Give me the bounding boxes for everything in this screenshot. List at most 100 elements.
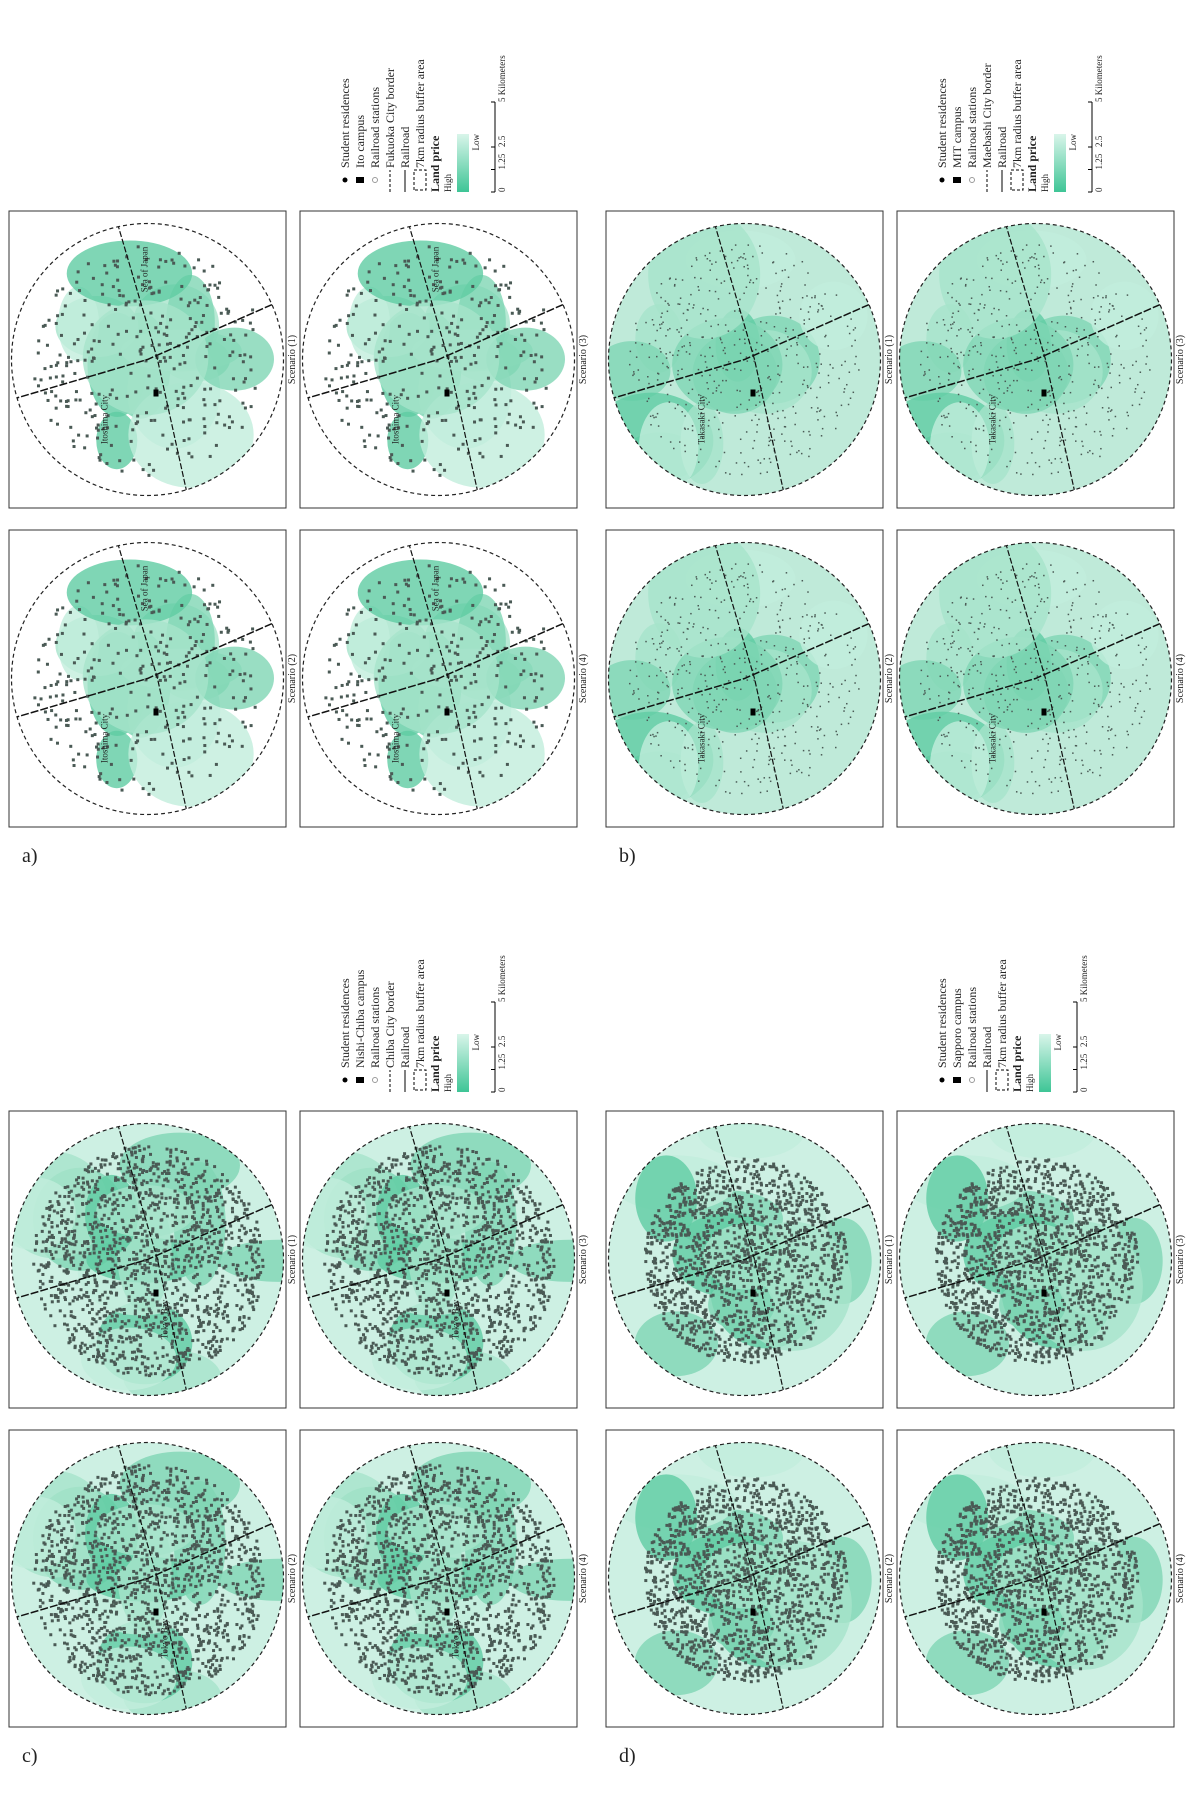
residence [87, 1600, 90, 1603]
residence [648, 398, 650, 400]
residence [817, 407, 819, 409]
residence [243, 700, 246, 703]
residence [1070, 308, 1072, 310]
residence [99, 1549, 102, 1552]
residence [399, 303, 402, 306]
residence [381, 711, 384, 714]
residence [91, 1498, 94, 1501]
residence [364, 445, 367, 448]
residence [111, 1251, 114, 1254]
residence [234, 1505, 237, 1508]
residence [968, 622, 970, 624]
residence [450, 679, 453, 682]
residence [91, 1636, 94, 1639]
residence [659, 667, 661, 669]
residence [1052, 344, 1054, 346]
residence [203, 425, 206, 428]
residence [125, 303, 128, 306]
residence [175, 390, 178, 393]
residence [165, 645, 168, 648]
residence [41, 1534, 44, 1537]
residence [390, 772, 393, 775]
residence [181, 392, 184, 395]
residence [678, 650, 680, 652]
residence [77, 1599, 80, 1602]
residence [736, 407, 738, 409]
residence [984, 304, 986, 306]
residence [940, 676, 942, 678]
residence [1118, 664, 1120, 666]
residence [1052, 335, 1054, 337]
residence [1094, 380, 1096, 382]
residence [68, 1621, 71, 1624]
residence [136, 420, 139, 423]
residence [979, 303, 981, 305]
residence [375, 678, 378, 681]
residence [96, 1582, 99, 1585]
residence [97, 1488, 100, 1491]
residence [204, 674, 207, 677]
residence [740, 723, 742, 725]
residence [64, 1298, 67, 1301]
residence [667, 303, 669, 305]
residence [171, 1533, 174, 1536]
residence [199, 1495, 202, 1498]
residence [237, 1593, 240, 1596]
residence [1049, 419, 1051, 421]
residence [109, 1638, 112, 1641]
residence [206, 623, 209, 626]
residence [1038, 409, 1040, 411]
residence [1064, 261, 1066, 263]
residence [60, 1533, 63, 1536]
residence [197, 1635, 200, 1638]
residence [111, 1522, 114, 1525]
legend-item: Student residences [338, 78, 352, 168]
residence [147, 1464, 150, 1467]
residence [660, 327, 662, 329]
residence [1119, 694, 1121, 696]
residence [189, 1547, 192, 1550]
residence [1051, 640, 1053, 642]
residence [943, 734, 945, 736]
residence [256, 1547, 259, 1550]
residence [1075, 736, 1077, 738]
residence [1105, 295, 1107, 297]
residence [1061, 462, 1063, 464]
residence [474, 439, 477, 442]
residence [153, 738, 156, 741]
residence [101, 1158, 104, 1161]
residence [1000, 694, 1002, 696]
residence [66, 1552, 69, 1555]
residence [166, 767, 169, 770]
residence [47, 1580, 50, 1583]
residence [360, 360, 363, 363]
residence [532, 745, 535, 748]
residence [121, 1659, 124, 1662]
residence [476, 655, 479, 658]
residence [707, 723, 709, 725]
residence [181, 1497, 184, 1500]
residence [811, 297, 813, 299]
residence [1139, 404, 1141, 406]
residence [734, 344, 736, 346]
residence [145, 1324, 148, 1327]
residence [679, 441, 681, 443]
residence [381, 667, 384, 670]
residence [77, 434, 80, 437]
residence [136, 414, 139, 417]
residence [844, 361, 846, 363]
residence [1055, 777, 1057, 779]
residence [203, 431, 206, 434]
residence [56, 1211, 59, 1214]
residence [171, 259, 174, 262]
residence [780, 605, 782, 607]
residence [679, 623, 681, 625]
residence [78, 1668, 81, 1671]
residence [1034, 253, 1036, 255]
residence [1135, 707, 1137, 709]
residence [219, 1562, 222, 1565]
residence [134, 1596, 137, 1599]
residence [179, 1505, 182, 1508]
residence [108, 303, 111, 306]
residence [494, 431, 497, 434]
